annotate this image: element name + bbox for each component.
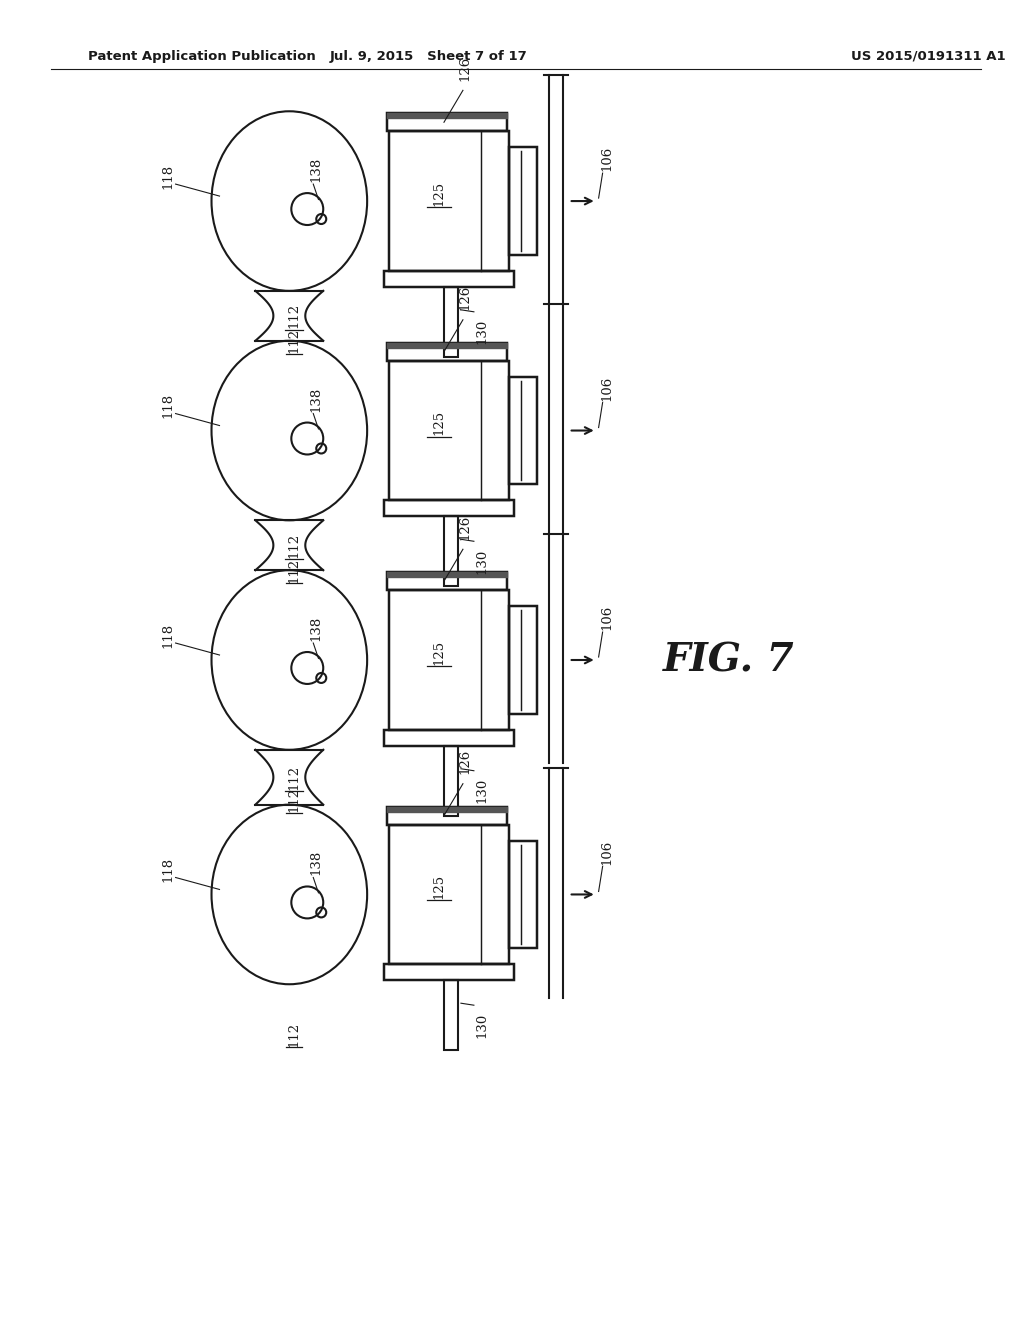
- Text: 112: 112: [288, 557, 301, 582]
- Text: 138: 138: [309, 850, 323, 875]
- Text: 118: 118: [162, 623, 175, 648]
- Bar: [384, 965, 514, 981]
- Text: 112: 112: [288, 1022, 301, 1047]
- Text: FIG. 7: FIG. 7: [663, 642, 795, 678]
- Text: US 2015/0191311 A1: US 2015/0191311 A1: [851, 50, 1006, 63]
- Bar: [389, 131, 509, 271]
- Bar: [444, 286, 458, 356]
- Bar: [444, 516, 458, 586]
- Bar: [384, 271, 514, 286]
- Text: 130: 130: [476, 319, 488, 345]
- Bar: [509, 376, 537, 484]
- Text: 118: 118: [162, 164, 175, 189]
- Text: 106: 106: [601, 375, 613, 400]
- Text: 106: 106: [601, 605, 613, 630]
- Bar: [444, 746, 458, 816]
- Text: 112: 112: [288, 787, 301, 812]
- Text: 130: 130: [476, 1012, 488, 1038]
- Bar: [384, 500, 514, 516]
- Text: 125: 125: [432, 874, 445, 899]
- Text: 138: 138: [309, 387, 323, 412]
- Text: 112: 112: [288, 304, 301, 329]
- Bar: [509, 148, 537, 255]
- Bar: [444, 981, 458, 1051]
- Bar: [387, 807, 507, 825]
- Bar: [389, 825, 509, 965]
- Text: 125: 125: [432, 639, 445, 664]
- Bar: [387, 572, 507, 590]
- Text: 130: 130: [476, 549, 488, 574]
- Bar: [384, 730, 514, 746]
- Text: 125: 125: [432, 181, 445, 206]
- Text: 126: 126: [459, 285, 472, 310]
- Text: 126: 126: [459, 55, 472, 81]
- Text: 125: 125: [432, 411, 445, 436]
- Bar: [389, 590, 509, 730]
- Text: 106: 106: [601, 840, 613, 865]
- Text: 118: 118: [162, 857, 175, 882]
- Text: 138: 138: [309, 157, 323, 182]
- Text: 112: 112: [288, 533, 301, 558]
- Text: 138: 138: [309, 616, 323, 642]
- Text: Jul. 9, 2015   Sheet 7 of 17: Jul. 9, 2015 Sheet 7 of 17: [330, 50, 528, 63]
- Text: 130: 130: [476, 777, 488, 804]
- Bar: [387, 343, 507, 360]
- Text: 118: 118: [162, 393, 175, 418]
- Text: 126: 126: [459, 750, 472, 775]
- Text: 106: 106: [601, 147, 613, 172]
- Bar: [387, 114, 507, 131]
- Text: 112: 112: [288, 764, 301, 789]
- Bar: [389, 360, 509, 500]
- Text: 112: 112: [288, 329, 301, 354]
- Bar: [509, 606, 537, 714]
- Bar: [509, 841, 537, 948]
- Text: 126: 126: [459, 515, 472, 540]
- Text: Patent Application Publication: Patent Application Publication: [88, 50, 315, 63]
